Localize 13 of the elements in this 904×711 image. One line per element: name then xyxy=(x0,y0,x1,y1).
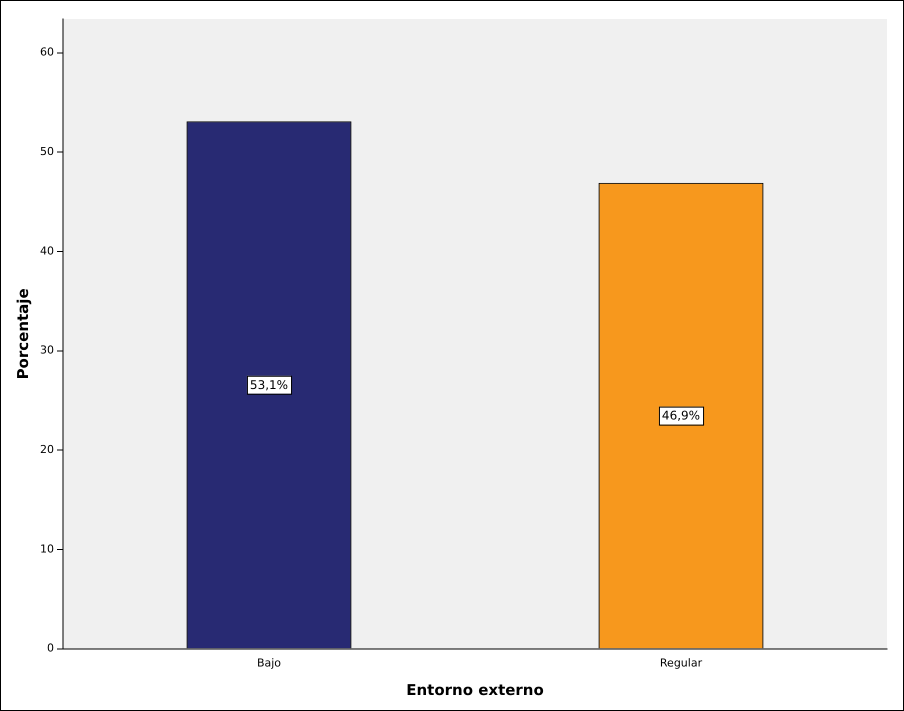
x-axis-title: Entorno externo xyxy=(406,680,544,699)
y-tick-label: 10 xyxy=(40,542,54,556)
data-label: 53,1% xyxy=(250,378,288,392)
y-tick-label: 30 xyxy=(40,344,54,357)
y-tick-label: 40 xyxy=(40,244,54,258)
data-label: 46,9% xyxy=(662,408,700,423)
y-axis-title: Porcentaje xyxy=(14,288,32,380)
y-tick-label: 50 xyxy=(40,144,54,158)
x-tick-label: Bajo xyxy=(256,656,282,670)
y-tick-label: 20 xyxy=(40,442,54,456)
y-tick-label: 60 xyxy=(40,46,54,59)
x-tick-label: Regular xyxy=(660,656,703,670)
y-tick-label: 0 xyxy=(46,642,54,655)
